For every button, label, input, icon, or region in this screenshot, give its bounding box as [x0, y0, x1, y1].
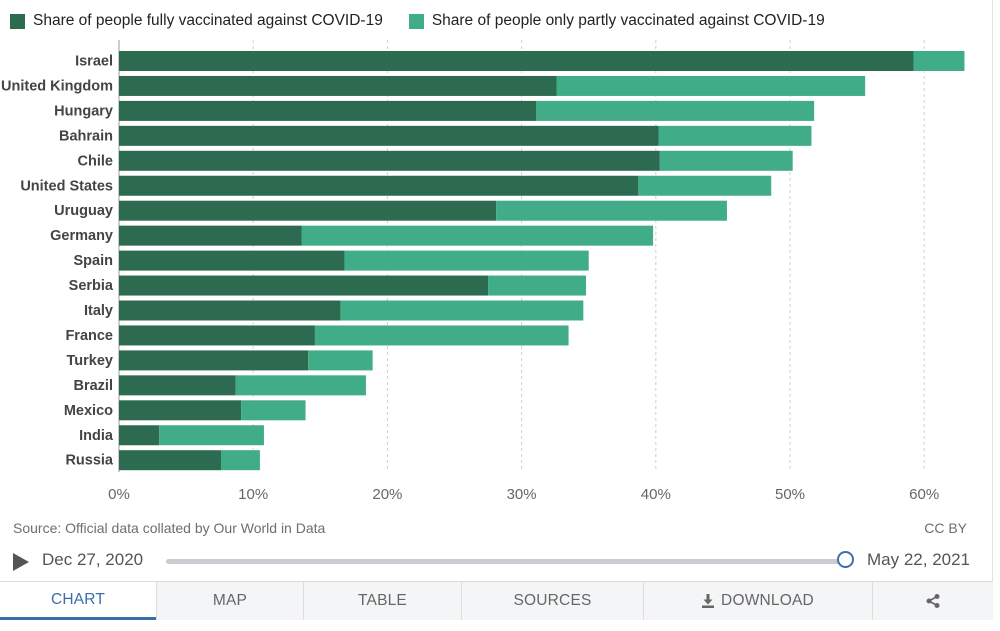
bar-fully-vaccinated[interactable] [119, 125, 659, 146]
x-tick-label: 0% [108, 486, 130, 503]
tab-chart[interactable]: CHART [0, 582, 156, 620]
bar-partly-vaccinated[interactable] [235, 375, 366, 396]
bar-fully-vaccinated[interactable] [119, 400, 242, 421]
tab-download-label: DOWNLOAD [721, 592, 814, 609]
bar-partly-vaccinated[interactable] [241, 400, 306, 421]
category-label: Russia [65, 453, 113, 469]
x-tick-label: 60% [909, 486, 939, 503]
bar-fully-vaccinated[interactable] [119, 450, 221, 471]
legend-label-fully: Share of people fully vaccinated against… [33, 12, 383, 29]
bar-partly-vaccinated[interactable] [496, 200, 727, 221]
bar-partly-vaccinated[interactable] [220, 450, 260, 471]
bar-chart: Israel United Kingdom Hungary Bahrain Chile U… [1, 40, 965, 503]
share-icon [926, 594, 940, 608]
category-label: Israel [75, 54, 113, 70]
tab-bar: CHART MAP TABLE SOURCES DOWNLOAD [0, 581, 993, 620]
category-label: Germany [50, 228, 113, 244]
category-label: Chile [78, 153, 113, 169]
legend-swatch-fully [10, 13, 25, 29]
bar-partly-vaccinated[interactable] [658, 125, 812, 146]
bar-partly-vaccinated[interactable] [159, 425, 264, 446]
bar-partly-vaccinated[interactable] [301, 225, 654, 246]
category-label: Brazil [74, 378, 114, 394]
category-label: Hungary [54, 103, 113, 119]
bar-partly-vaccinated[interactable] [488, 275, 587, 296]
bar-fully-vaccinated[interactable] [119, 275, 489, 296]
bar-partly-vaccinated[interactable] [913, 51, 965, 71]
category-label: Spain [74, 253, 113, 269]
tab-map-label: MAP [212, 592, 248, 609]
bar-fully-vaccinated[interactable] [119, 425, 160, 446]
bar-fully-vaccinated[interactable] [119, 250, 345, 271]
bar-fully-vaccinated[interactable] [119, 200, 497, 221]
legend-label-partly: Share of people only partly vaccinated a… [431, 12, 825, 29]
category-label: Serbia [69, 278, 114, 294]
category-label: India [79, 428, 114, 444]
legend-item-partly[interactable]: Share of people only partly vaccinated a… [408, 12, 825, 30]
download-icon [702, 594, 715, 608]
legend-item-fully[interactable]: Share of people fully vaccinated against… [10, 12, 383, 30]
tab-sources-label: SOURCES [513, 592, 592, 609]
bar-partly-vaccinated[interactable] [556, 75, 866, 96]
license-label[interactable]: CC BY [924, 520, 967, 536]
bar-partly-vaccinated[interactable] [638, 175, 772, 196]
tab-chart-label: CHART [50, 590, 106, 608]
source-note: Source: Official data collated by Our Wo… [13, 520, 326, 536]
tab-download[interactable]: DOWNLOAD [643, 582, 872, 620]
bar-partly-vaccinated[interactable] [536, 100, 815, 121]
x-tick-label: 10% [238, 486, 268, 503]
timeline-end-date: May 22, 2021 [867, 550, 971, 569]
bar-partly-vaccinated[interactable] [340, 300, 584, 321]
category-label: France [65, 328, 113, 344]
category-label: United States [20, 178, 113, 194]
timeline-track[interactable] [166, 559, 848, 564]
tab-share[interactable] [872, 582, 993, 620]
x-tick-label: 20% [372, 486, 402, 503]
bar-partly-vaccinated[interactable] [308, 350, 373, 371]
bar-fully-vaccinated[interactable] [119, 75, 557, 96]
category-label: Mexico [64, 403, 113, 419]
bar-fully-vaccinated[interactable] [119, 100, 537, 121]
chart-legend: Share of people fully vaccinated against… [10, 12, 851, 30]
tab-map[interactable]: MAP [156, 582, 303, 620]
bar-partly-vaccinated[interactable] [659, 150, 793, 171]
legend-swatch-partly [408, 13, 424, 29]
category-label: Bahrain [59, 128, 113, 144]
category-label: Turkey [67, 353, 113, 369]
tab-table[interactable]: TABLE [303, 582, 461, 620]
category-label: United Kingdom [1, 78, 113, 94]
x-tick-label: 30% [507, 486, 537, 503]
timeline-handle[interactable] [837, 551, 854, 568]
category-label: Uruguay [54, 203, 113, 219]
play-icon[interactable] [13, 553, 29, 571]
bar-fully-vaccinated[interactable] [119, 225, 302, 246]
category-label: Italy [84, 303, 113, 319]
chart-frame: Share of people fully vaccinated against… [0, 0, 993, 620]
bar-partly-vaccinated[interactable] [344, 250, 589, 271]
bar-fully-vaccinated[interactable] [119, 350, 309, 371]
bar-fully-vaccinated[interactable] [119, 51, 914, 71]
bar-fully-vaccinated[interactable] [119, 150, 660, 171]
bar-fully-vaccinated[interactable] [119, 375, 236, 396]
tab-sources[interactable]: SOURCES [461, 582, 643, 620]
timeline: Dec 27, 2020 May 22, 2021 [0, 545, 993, 577]
bar-fully-vaccinated[interactable] [119, 300, 341, 321]
x-tick-label: 40% [641, 486, 671, 503]
tab-table-label: TABLE [358, 592, 407, 609]
x-tick-label: 50% [775, 486, 805, 503]
bar-partly-vaccinated[interactable] [314, 325, 569, 346]
bar-fully-vaccinated[interactable] [119, 175, 639, 196]
bar-fully-vaccinated[interactable] [119, 325, 315, 346]
timeline-start-date: Dec 27, 2020 [42, 550, 144, 569]
